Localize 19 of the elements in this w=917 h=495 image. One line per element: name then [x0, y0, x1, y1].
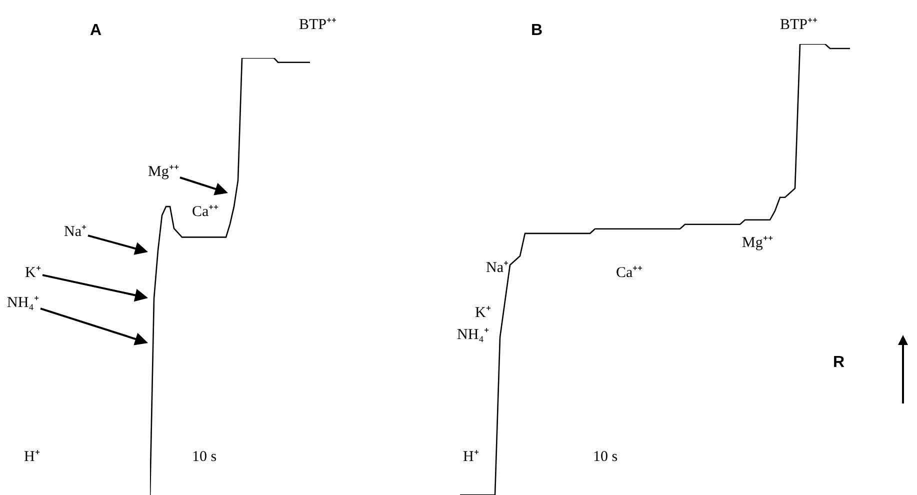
annotation: Ca⁺⁺	[192, 204, 219, 220]
text: BTP⁺⁺	[299, 17, 337, 33]
text: K⁺	[25, 265, 41, 281]
annotation: 10 s	[192, 449, 217, 465]
chart-title: A	[90, 22, 102, 39]
annotation: H⁺	[463, 449, 479, 465]
text: NH₄⁺	[7, 295, 39, 311]
annotation: Mg⁺⁺	[742, 235, 773, 251]
annotation: K⁺	[475, 305, 491, 321]
annotation: Mg⁺⁺	[148, 164, 179, 180]
text: H⁺	[24, 449, 40, 465]
text: Na⁺	[64, 224, 86, 240]
annotation: 10 s	[593, 449, 618, 465]
annotation: R	[833, 354, 845, 371]
annotation: Na⁺	[486, 260, 508, 276]
annotation: NH₄⁺	[457, 327, 489, 343]
text: BTP⁺⁺	[780, 17, 818, 33]
annotation: Ca⁺⁺	[616, 265, 643, 281]
chart-title: B	[531, 22, 543, 39]
